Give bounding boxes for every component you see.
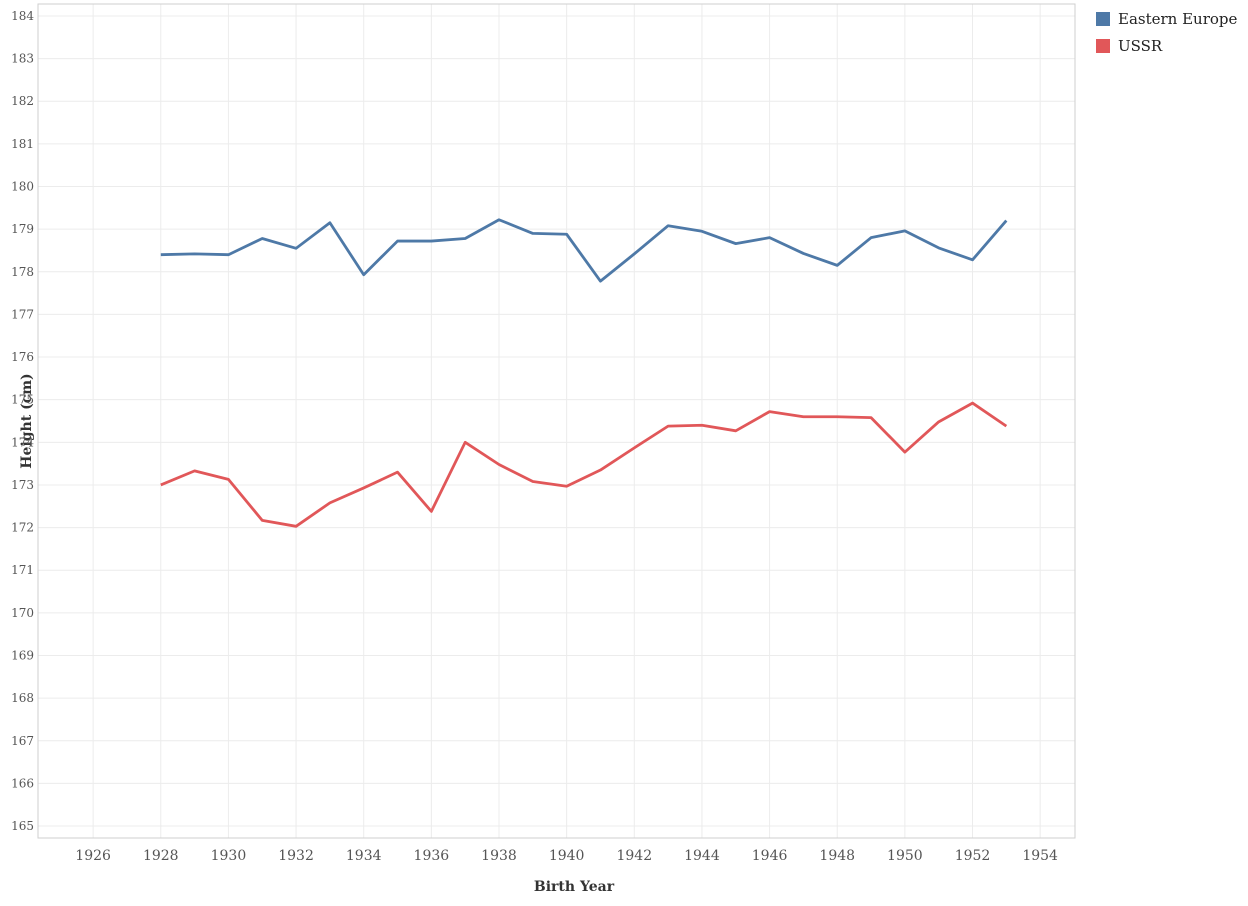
y-tick-label: 169 — [11, 649, 34, 663]
x-tick-label: 1944 — [684, 848, 720, 864]
x-tick-label: 1926 — [75, 848, 111, 864]
legend-swatch — [1096, 39, 1110, 53]
x-tick-label: 1950 — [887, 848, 923, 864]
y-tick-label: 167 — [11, 734, 34, 748]
y-tick-label: 182 — [11, 94, 34, 108]
legend-label: Eastern Europe — [1118, 10, 1238, 28]
y-axis-label: Height (cm) — [19, 373, 35, 468]
y-tick-label: 181 — [11, 137, 34, 151]
legend-label: USSR — [1118, 37, 1163, 55]
y-tick-label: 176 — [11, 350, 34, 364]
y-tick-label: 180 — [11, 179, 34, 193]
y-tick-label: 183 — [11, 52, 34, 66]
x-tick-label: 1940 — [549, 848, 585, 864]
x-tick-label: 1928 — [143, 848, 179, 864]
y-tick-label: 174 — [11, 435, 34, 449]
legend-swatch — [1096, 12, 1110, 26]
x-tick-label: 1932 — [278, 848, 314, 864]
x-tick-label: 1938 — [481, 848, 517, 864]
x-tick-label: 1930 — [211, 848, 247, 864]
series-line — [160, 401, 1008, 528]
x-tick-label: 1952 — [955, 848, 991, 864]
y-tick-label: 165 — [11, 819, 34, 833]
y-tick-label: 177 — [11, 307, 34, 321]
plot-frame — [37, 3, 1076, 839]
x-tick-label: 1936 — [414, 848, 450, 864]
y-tick-label: 175 — [11, 393, 34, 407]
x-tick-label: 1942 — [616, 848, 652, 864]
x-tick-label: 1946 — [752, 848, 788, 864]
x-tick-label: 1954 — [1022, 848, 1058, 864]
y-tick-label: 172 — [11, 521, 34, 535]
series-line — [160, 218, 1008, 283]
y-tick-label: 179 — [11, 222, 34, 236]
y-tick-label: 173 — [11, 478, 34, 492]
y-tick-label: 178 — [11, 265, 34, 279]
y-tick-label: 170 — [11, 606, 34, 620]
y-tick-label: 184 — [11, 9, 34, 23]
x-axis-label: Birth Year — [534, 879, 615, 895]
y-tick-label: 171 — [11, 563, 34, 577]
x-tick-label: 1934 — [346, 848, 382, 864]
y-tick-label: 168 — [11, 691, 34, 705]
y-tick-label: 166 — [11, 776, 34, 790]
x-tick-label: 1948 — [819, 848, 855, 864]
